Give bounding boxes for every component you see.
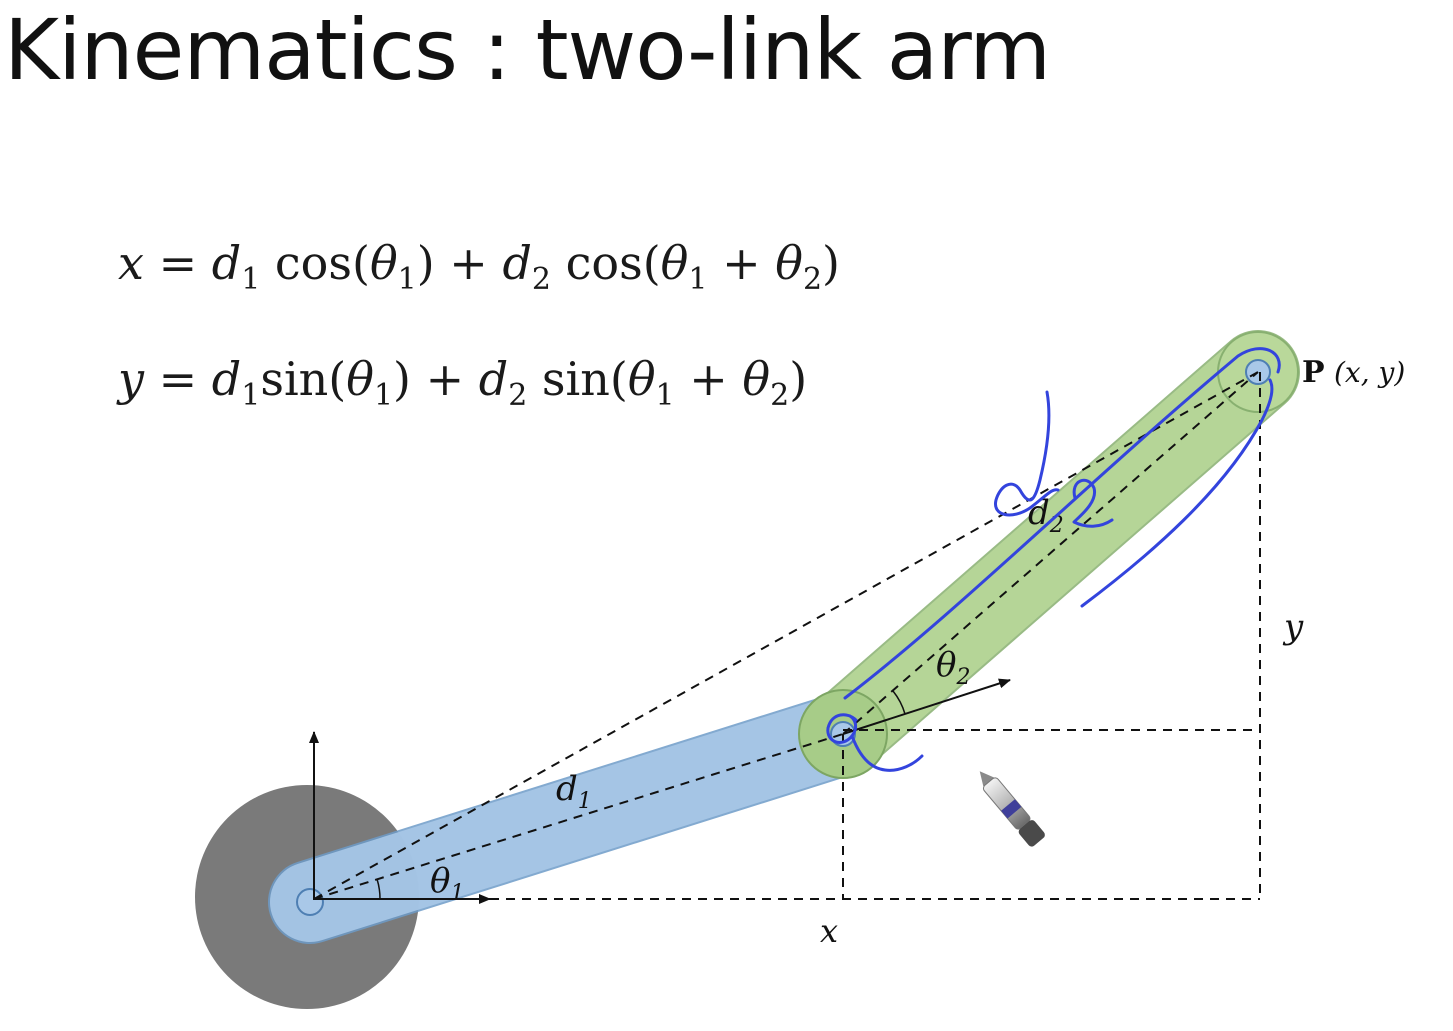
eq-y-d1-sub: 1 xyxy=(241,378,261,413)
link1-extension-arrow xyxy=(842,678,1011,735)
eq-x-lhs: x xyxy=(118,236,144,290)
eq-x-d2-sub: 2 xyxy=(531,262,552,297)
eq-y-equals: = xyxy=(144,352,212,406)
eq-x-close2: ) xyxy=(822,236,840,290)
eq-y-d2-sub: 2 xyxy=(508,378,528,413)
eq-y-theta1-sub: 1 xyxy=(373,378,394,413)
eq-y-theta1b: θ xyxy=(627,352,656,406)
eq-y-sin1: sin( xyxy=(260,352,347,406)
eq-y-theta2: θ xyxy=(742,352,771,406)
eq-x-d1: d xyxy=(211,236,242,290)
eq-y-plus: + xyxy=(674,352,743,406)
eq-x-theta2-sub: 2 xyxy=(802,262,823,297)
label-point-p: P xyxy=(1302,355,1325,390)
eq-y-theta1: θ xyxy=(346,352,374,406)
eq-y-sin2: sin( xyxy=(527,352,628,406)
eq-y-lhs: y xyxy=(118,352,144,406)
slide-title: Kinematics : two-link arm xyxy=(4,1,1051,99)
label-y: y xyxy=(1282,607,1304,647)
label-x: x xyxy=(820,912,838,950)
joint-1 xyxy=(296,888,324,916)
label-d1: d1 xyxy=(556,769,592,814)
eq-x-theta1b: θ xyxy=(660,236,689,290)
eq-x-d2: d xyxy=(502,236,532,290)
label-theta2: θ2 xyxy=(936,645,970,690)
eq-x-theta1: θ xyxy=(369,236,398,290)
eq-y-d2: d xyxy=(478,352,509,406)
handwritten-annotations xyxy=(826,347,1281,772)
eq-x-theta1b-sub: 1 xyxy=(688,262,708,297)
eq-x-cos2: cos( xyxy=(551,236,661,290)
pen-cursor-icon xyxy=(979,771,1045,847)
eq-x-equals: = xyxy=(143,236,212,290)
eq-x-theta1-sub: 1 xyxy=(397,262,417,297)
eq-y-theta2-sub: 2 xyxy=(770,378,790,413)
eq-x-plus: + xyxy=(707,236,776,290)
eq-y-close1: ) + xyxy=(393,352,479,406)
eq-x-d1-sub: 1 xyxy=(241,262,261,297)
equation-y: y = d1sin(θ1) + d2 sin(θ1 + θ2) xyxy=(118,352,808,411)
label-theta1: θ1 xyxy=(430,861,464,906)
equation-x: x = d1 cos(θ1) + d2 cos(θ1 + θ2) xyxy=(118,236,840,295)
eq-x-cos1: cos( xyxy=(260,236,370,290)
eq-y-theta1b-sub: 1 xyxy=(655,378,675,413)
dashed-lines xyxy=(313,371,1261,900)
theta1-arc xyxy=(376,878,381,900)
eq-x-theta2: θ xyxy=(775,236,803,290)
label-point-coords: (x, y) xyxy=(1334,356,1405,389)
eq-y-close2: ) xyxy=(789,352,808,406)
eq-x-close1: ) + xyxy=(416,236,503,290)
eq-y-d1: d xyxy=(211,352,242,406)
theta2-arc xyxy=(892,690,906,715)
